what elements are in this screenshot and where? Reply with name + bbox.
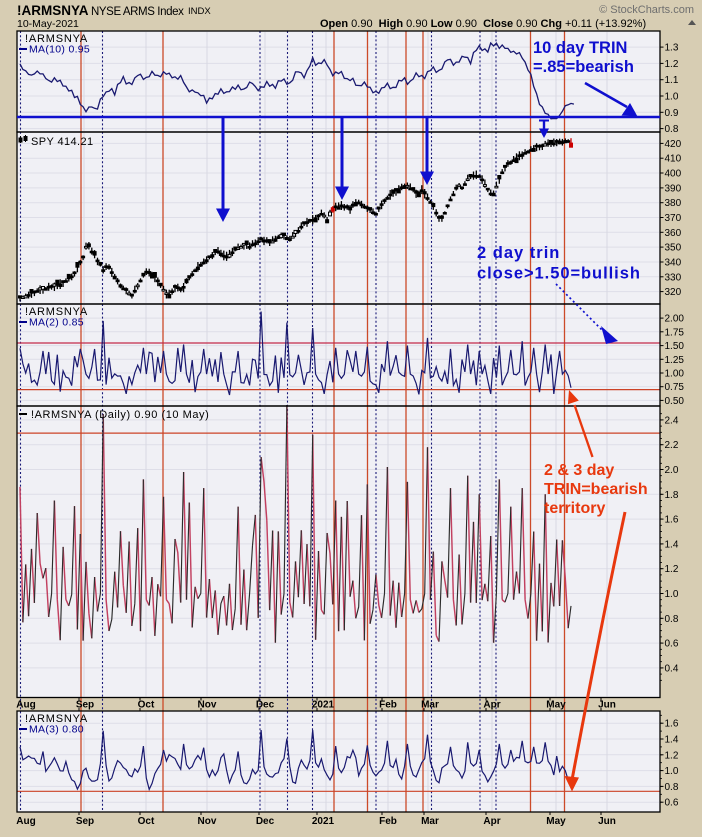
svg-text:1.0: 1.0 (665, 92, 679, 103)
svg-text:1.4: 1.4 (665, 539, 679, 550)
svg-text:!ARMSNYA: !ARMSNYA (25, 713, 88, 725)
svg-text:territory: territory (544, 500, 605, 517)
svg-text:390: 390 (665, 183, 682, 194)
svg-text:close>1.50=bullish: close>1.50=bullish (477, 265, 641, 283)
svg-text:1.00: 1.00 (665, 369, 685, 380)
svg-text:1.50: 1.50 (665, 341, 685, 352)
svg-text:1.2: 1.2 (665, 59, 679, 70)
svg-text:Apr: Apr (483, 700, 500, 711)
svg-text:0.8: 0.8 (665, 782, 679, 793)
svg-text:MA(10) 0.95: MA(10) 0.95 (29, 44, 90, 56)
svg-text:2.0: 2.0 (665, 465, 679, 476)
svg-text:1.4: 1.4 (665, 735, 679, 746)
svg-text:0.75: 0.75 (665, 382, 685, 393)
svg-text:1.3: 1.3 (665, 43, 679, 54)
svg-text:1.8: 1.8 (665, 490, 679, 501)
svg-text:Sep: Sep (76, 816, 94, 827)
svg-text:2.4: 2.4 (665, 415, 679, 426)
svg-text:Feb: Feb (379, 700, 397, 711)
svg-text:Jun: Jun (598, 816, 616, 827)
svg-text:10 day TRIN: 10 day TRIN (533, 39, 627, 57)
svg-text:Dec: Dec (256, 816, 275, 827)
svg-text:340: 340 (665, 258, 682, 269)
svg-text:400: 400 (665, 169, 682, 180)
svg-text:0.6: 0.6 (665, 798, 679, 809)
svg-text:370: 370 (665, 213, 682, 224)
svg-text:!ARMSNYA: !ARMSNYA (25, 306, 88, 318)
svg-text:2 day trin: 2 day trin (477, 244, 560, 262)
svg-text:0.8: 0.8 (665, 614, 679, 625)
svg-text:Mar: Mar (421, 700, 439, 711)
svg-text:1.25: 1.25 (665, 355, 685, 366)
svg-text:NYSE ARMS Index: NYSE ARMS Index (91, 6, 184, 18)
svg-text:410: 410 (665, 154, 682, 165)
svg-text:Sep: Sep (76, 700, 94, 711)
svg-text:0.4: 0.4 (665, 663, 679, 674)
svg-text:10-May-2021: 10-May-2021 (17, 18, 79, 30)
svg-text:2021: 2021 (312, 816, 335, 827)
svg-text:2 & 3 day: 2 & 3 day (544, 462, 614, 479)
svg-text:!ARMSNYA (Daily) 0.90 (10 May): !ARMSNYA (Daily) 0.90 (10 May) (31, 409, 209, 421)
svg-text:Aug: Aug (16, 700, 35, 711)
svg-text:Nov: Nov (198, 700, 217, 711)
svg-text:360: 360 (665, 228, 682, 239)
svg-text:© StockCharts.com: © StockCharts.com (599, 4, 694, 16)
svg-text:320: 320 (665, 287, 682, 298)
svg-text:2.00: 2.00 (665, 314, 685, 325)
svg-text:1.75: 1.75 (665, 327, 685, 338)
svg-text:330: 330 (665, 272, 682, 283)
svg-text:INDX: INDX (188, 6, 211, 17)
svg-text:!ARMSNYA: !ARMSNYA (25, 33, 88, 45)
svg-text:Oct: Oct (138, 700, 155, 711)
svg-text:0.8: 0.8 (665, 124, 679, 135)
svg-text:MA(3) 0.80: MA(3) 0.80 (29, 724, 84, 736)
svg-text:May: May (546, 700, 566, 711)
svg-text:Feb: Feb (379, 816, 397, 827)
svg-text:0.9: 0.9 (665, 108, 679, 119)
svg-text:TRIN=bearish: TRIN=bearish (544, 481, 648, 498)
svg-text:1.6: 1.6 (665, 515, 679, 526)
svg-text:MA(2) 0.85: MA(2) 0.85 (29, 317, 84, 329)
svg-text:1.0: 1.0 (665, 766, 679, 777)
svg-text:380: 380 (665, 198, 682, 209)
svg-text:Dec: Dec (256, 700, 275, 711)
svg-text:1.1: 1.1 (665, 75, 679, 86)
svg-text:2021: 2021 (312, 700, 335, 711)
svg-text:1.6: 1.6 (665, 719, 679, 730)
svg-text:Jun: Jun (598, 700, 616, 711)
svg-text:420: 420 (665, 139, 682, 150)
svg-text:1.2: 1.2 (665, 750, 679, 761)
svg-text:0.50: 0.50 (665, 396, 685, 407)
svg-text:1.2: 1.2 (665, 564, 679, 575)
svg-text:Mar: Mar (421, 816, 439, 827)
svg-text:Apr: Apr (483, 816, 500, 827)
svg-text:1.0: 1.0 (665, 589, 679, 600)
svg-text:=.85=bearish: =.85=bearish (533, 58, 634, 76)
svg-text:Nov: Nov (198, 816, 217, 827)
svg-text:May: May (546, 816, 566, 827)
svg-text:!ARMSNYA: !ARMSNYA (17, 3, 89, 18)
svg-text:0.6: 0.6 (665, 639, 679, 650)
svg-text:2.2: 2.2 (665, 440, 679, 451)
svg-text:Oct: Oct (138, 816, 155, 827)
svg-text:Aug: Aug (16, 816, 35, 827)
svg-text:SPY 414.21: SPY 414.21 (31, 136, 94, 148)
svg-text:350: 350 (665, 243, 682, 254)
